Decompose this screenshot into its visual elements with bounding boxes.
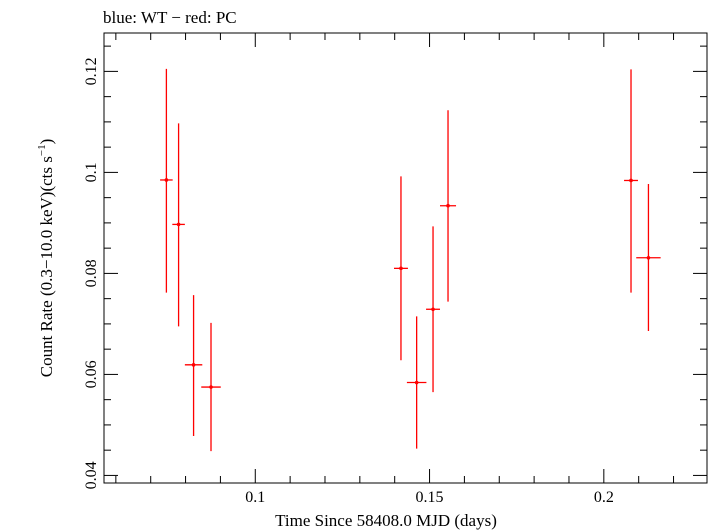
plot-frame: [103, 32, 708, 484]
x-tick-label: 0.1: [245, 489, 265, 506]
point-marker: [176, 222, 181, 227]
point-marker: [209, 385, 213, 389]
data-point: [624, 69, 638, 293]
data-point: [393, 176, 408, 361]
data-point: [201, 322, 221, 452]
axis-tick-labels: 0.1 0.15 0.2 0.04 0.06 0.08 0.1 0.12: [83, 57, 614, 506]
y-axis-label-close: ): [37, 139, 56, 145]
y-tick-label: 0.06: [83, 360, 100, 388]
y-axis-label-superscript: −1: [36, 144, 48, 156]
axis-ticks: [104, 33, 707, 483]
point-marker: [191, 363, 196, 367]
data-point: [440, 110, 457, 302]
data-point: [184, 295, 203, 437]
point-marker: [399, 266, 403, 271]
data-points: [160, 68, 661, 452]
y-axis-label: Count Rate (0.3−10.0 keV)(cts s−1): [36, 139, 56, 378]
y-tick-label: 0.04: [83, 461, 100, 489]
point-marker: [414, 380, 419, 385]
data-point: [172, 123, 185, 327]
data-point: [636, 184, 661, 331]
y-tick-label: 0.08: [83, 259, 100, 287]
x-tick-label: 0.2: [594, 489, 614, 506]
x-axis-label: Time Since 58408.0 MJD (days): [275, 511, 497, 530]
data-point: [406, 316, 427, 449]
y-tick-label: 0.1: [83, 162, 100, 182]
point-marker: [629, 178, 633, 183]
point-marker: [431, 307, 435, 312]
data-point: [160, 68, 173, 293]
y-axis-label-main: Count Rate (0.3−10.0 keV)(cts s: [37, 156, 56, 377]
data-point: [426, 226, 441, 393]
point-marker: [164, 178, 169, 182]
y-tick-label: 0.12: [83, 57, 100, 85]
point-marker: [446, 203, 450, 208]
point-marker: [646, 255, 651, 260]
chart-title: blue: WT − red: PC: [103, 8, 237, 27]
x-tick-label: 0.15: [416, 489, 444, 506]
